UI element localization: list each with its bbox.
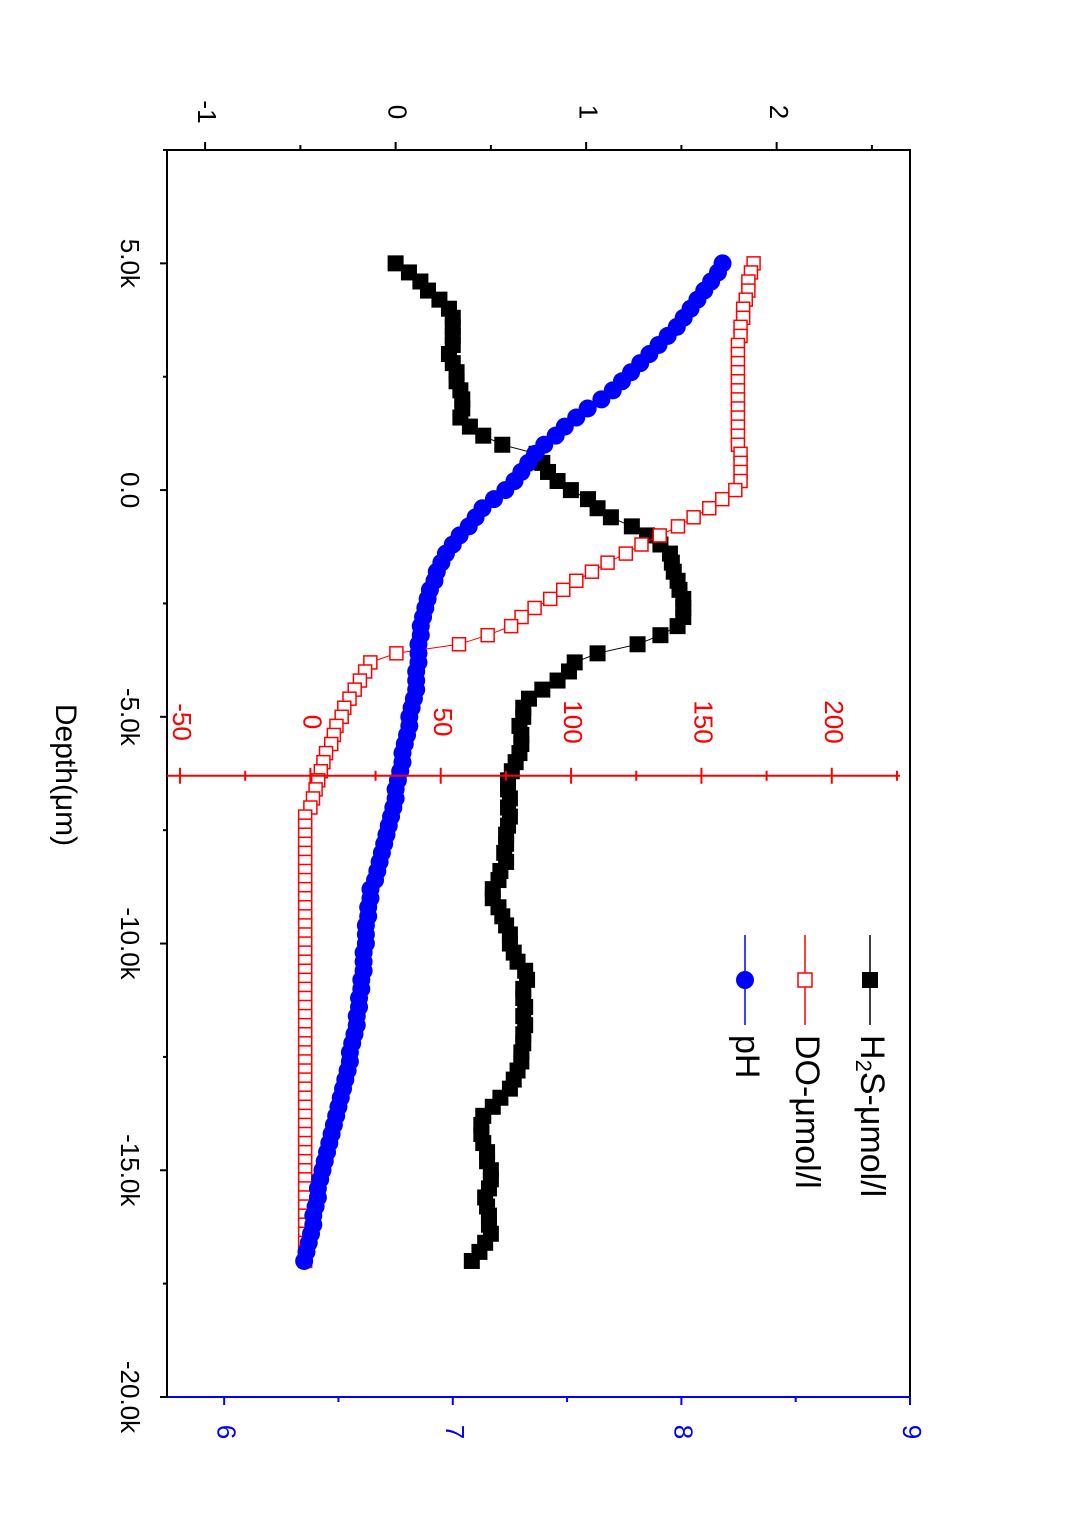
h2s-point — [652, 627, 669, 644]
do-point — [480, 627, 495, 643]
do-tick-label: 200 — [819, 700, 849, 743]
h2s-point — [629, 636, 646, 653]
do-point — [542, 591, 558, 607]
h2s-point — [589, 500, 606, 517]
do-point — [634, 537, 649, 552]
depth-tick-label: 5.0k — [115, 239, 145, 289]
depth-tick-label: -5.0k — [115, 688, 145, 747]
do-point — [556, 582, 571, 598]
h2s-point — [589, 645, 606, 662]
do-point — [618, 546, 634, 561]
h2s-point — [463, 1252, 480, 1269]
ph-tick-label: 7 — [440, 1425, 470, 1439]
legend-h2s-label: H2S-μmol/l — [851, 1035, 891, 1197]
legend-label-sub: 2 — [851, 1060, 876, 1072]
h2s-tick-label: 1 — [573, 105, 603, 119]
ph-tick-label: 9 — [897, 1425, 927, 1439]
do-tick-label: 100 — [558, 700, 588, 743]
legend-do-marker — [797, 972, 813, 988]
do-point — [686, 510, 701, 525]
do-point — [652, 528, 667, 543]
do-series-line — [304, 263, 755, 1261]
h2s-point — [623, 518, 640, 535]
depth-tick-label: 0.0 — [115, 472, 145, 508]
do-tick-label: 0 — [298, 715, 328, 729]
legend: H2S-μmol/l DO-μmol/l pH — [728, 935, 891, 1197]
ph-tick-label: 8 — [669, 1425, 699, 1439]
h2s-point — [562, 482, 579, 499]
legend-label-main: DO-μmol/l — [788, 1035, 826, 1189]
h2s-tick-label: 2 — [764, 105, 794, 119]
h2s-point — [602, 509, 619, 526]
do-tick-label: 50 — [428, 708, 458, 737]
h2s-tick-label: -1 — [192, 100, 222, 123]
do-point — [503, 618, 519, 634]
do-point — [451, 637, 467, 652]
legend-h2s-marker — [862, 972, 878, 988]
h2s-point — [669, 618, 686, 635]
h2s-point — [475, 427, 492, 444]
do-point — [389, 646, 404, 661]
h2s-point — [534, 681, 551, 698]
legend-ph-label: pH — [728, 1035, 766, 1078]
h2s-tick-label: 0 — [383, 105, 413, 119]
h2s-series-line — [395, 262, 684, 1262]
legend-label-main: H — [853, 1035, 891, 1060]
h2s-point — [549, 473, 566, 490]
do-point — [600, 555, 615, 570]
legend-label-rest: S-μmol/l — [853, 1072, 891, 1197]
plot-frame — [166, 149, 911, 1398]
ph-point — [295, 1251, 314, 1270]
ph-point — [592, 390, 611, 409]
plot-layer — [295, 254, 761, 1270]
axis-layer: 5.0k 0.0 -5.0k -10.0k -15.0k -20.0k Depth(μm) -… — [49, 100, 927, 1439]
do-point — [569, 573, 584, 589]
do-point — [715, 491, 730, 507]
do-point — [670, 519, 686, 534]
legend-do-label: DO-μmol/l — [788, 1035, 826, 1189]
h2s-point — [461, 418, 478, 435]
ph-tick-label: 6 — [211, 1425, 241, 1439]
do-point — [527, 600, 542, 616]
depth-tick-label: -20.0k — [115, 1361, 145, 1434]
legend-ph-marker — [736, 971, 754, 989]
do-point — [728, 482, 743, 498]
h2s-point — [549, 672, 566, 689]
do-tick-label: 150 — [689, 700, 719, 743]
legend-label-main: pH — [728, 1035, 766, 1078]
depth-axis-title: Depth(μm) — [49, 704, 82, 846]
h2s-point — [494, 436, 511, 453]
depth-tick-label: -10.0k — [115, 907, 145, 980]
depth-tick-label: -15.0k — [115, 1134, 145, 1207]
do-tick-label: -50 — [167, 703, 197, 741]
do-point — [584, 564, 600, 579]
do-point — [702, 500, 717, 516]
h2s-point — [387, 255, 404, 272]
